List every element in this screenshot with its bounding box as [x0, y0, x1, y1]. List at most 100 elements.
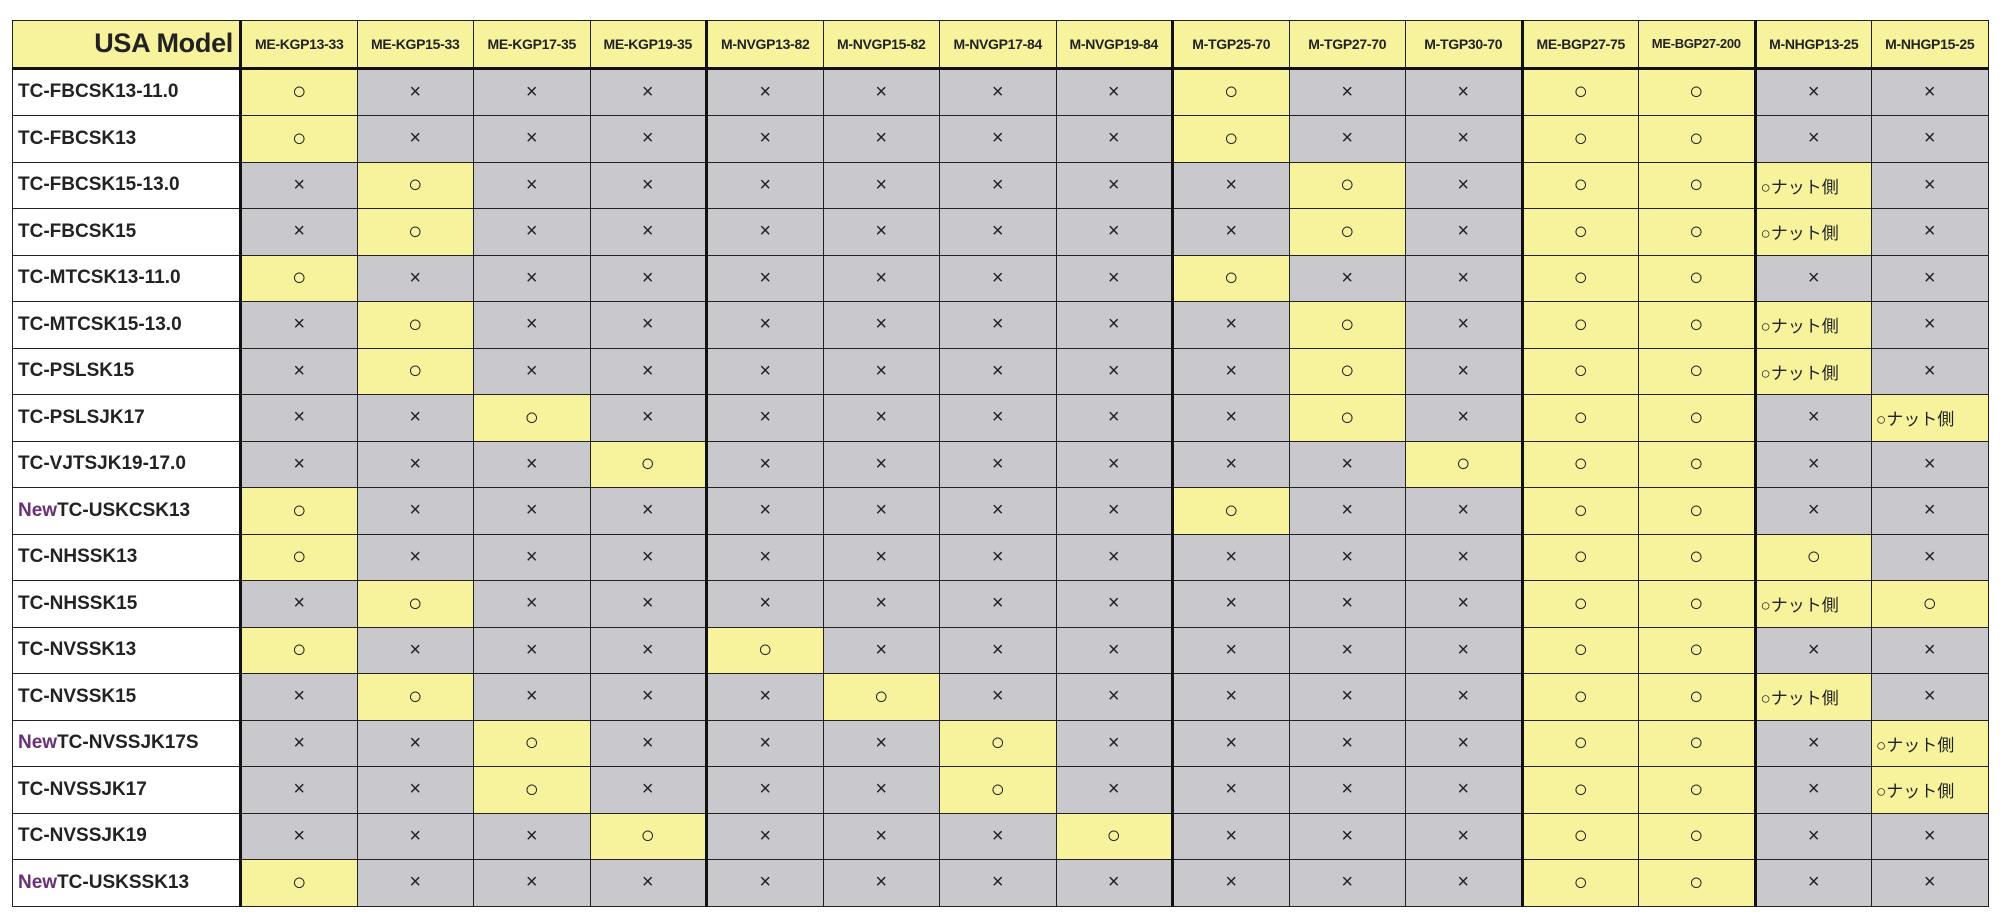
table-row: TC-FBCSK15-13.0 × ○ × × × × × × × ○ × ○ ○ ○ナット側 × — [12, 161, 1989, 209]
incompatible-cell: × — [589, 580, 707, 628]
compatible-cell: ○ — [1638, 812, 1756, 860]
incompatible-cell: × — [939, 812, 1057, 860]
model-cell: TC-NVSSK13 — [12, 626, 242, 674]
compatible-cell: ○ — [473, 394, 591, 442]
table-row: NewTC-USKSSK13 ○ × × × × × × × × × × ○ ○ × × — [12, 859, 1989, 907]
incompatible-cell: × — [240, 719, 358, 767]
compatible-cell: ○ — [1171, 115, 1290, 163]
compatible-cell: ○ — [1638, 533, 1756, 581]
incompatible-cell: × — [1871, 487, 1989, 535]
incompatible-cell: × — [356, 67, 474, 116]
incompatible-cell: × — [1055, 394, 1173, 442]
compatible-cell: ○ — [1520, 533, 1639, 581]
incompatible-cell: × — [822, 394, 940, 442]
compatible-cell: ○ — [1638, 394, 1756, 442]
incompatible-cell: × — [1171, 394, 1290, 442]
incompatible-cell: × — [1871, 115, 1989, 163]
model-cell: TC-PSLSK15 — [12, 347, 242, 395]
table-row: TC-NVSSJK19 × × × ○ × × × ○ × × × ○ ○ × × — [12, 812, 1989, 860]
compatible-cell: ○ナット側 — [1753, 347, 1872, 395]
compatible-cell: ○ — [473, 719, 591, 767]
model-name: TC-NVSSK13 — [18, 639, 137, 661]
incompatible-cell: × — [1753, 254, 1872, 302]
compatible-cell: ○ — [1055, 812, 1173, 860]
incompatible-cell: × — [473, 301, 591, 349]
incompatible-cell: × — [1288, 67, 1406, 116]
incompatible-cell: × — [705, 115, 824, 163]
compatible-cell: ○ナット側 — [1753, 673, 1872, 721]
compatibility-table-container: USA Model ME-KGP13-33 ME-KGP15-33 ME-KGP17… — [12, 20, 1989, 907]
table-row: TC-NHSSK15 × ○ × × × × × × × × × ○ ○ ○ナット側 ○ — [12, 580, 1989, 628]
compatible-cell: ○ — [939, 766, 1057, 814]
incompatible-cell: × — [473, 487, 591, 535]
incompatible-cell: × — [1055, 161, 1173, 209]
incompatible-cell: × — [705, 254, 824, 302]
compatible-cell: ○ — [1171, 254, 1290, 302]
column-header: ME-KGP17-35 — [473, 20, 591, 69]
incompatible-cell: × — [1055, 626, 1173, 674]
incompatible-cell: × — [1055, 115, 1173, 163]
incompatible-cell: × — [473, 626, 591, 674]
column-header: ME-KGP19-35 — [589, 20, 707, 69]
incompatible-cell: × — [1288, 533, 1406, 581]
incompatible-cell: × — [589, 766, 707, 814]
compatible-cell: ○ — [356, 208, 474, 256]
compatible-cell: ○ — [356, 673, 474, 721]
incompatible-cell: × — [1405, 67, 1523, 116]
model-name: TC-USKCSK13 — [57, 499, 191, 521]
incompatible-cell: × — [356, 440, 474, 488]
incompatible-cell: × — [1753, 440, 1872, 488]
incompatible-cell: × — [705, 673, 824, 721]
incompatible-cell: × — [705, 719, 824, 767]
incompatible-cell: × — [705, 440, 824, 488]
compatible-cell: ○ — [356, 347, 474, 395]
incompatible-cell: × — [589, 533, 707, 581]
compatible-cell: ○ — [240, 254, 358, 302]
table-row: TC-NVSSJK17 × × ○ × × × ○ × × × × ○ ○ × ○ナット側 — [12, 766, 1989, 814]
compatible-cell: ○ — [1288, 394, 1406, 442]
incompatible-cell: × — [1405, 161, 1523, 209]
compatible-cell: ○ — [240, 859, 358, 907]
table-row: TC-FBCSK15 × ○ × × × × × × × ○ × ○ ○ ○ナット側 × — [12, 208, 1989, 256]
compatible-cell: ○ — [1638, 67, 1756, 116]
incompatible-cell: × — [1871, 208, 1989, 256]
model-name: TC-NHSSK15 — [18, 592, 138, 614]
model-name: TC-NVSSJK17 — [18, 778, 147, 800]
incompatible-cell: × — [473, 859, 591, 907]
compatible-cell: ○ — [356, 161, 474, 209]
incompatible-cell: × — [705, 533, 824, 581]
incompatible-cell: × — [356, 812, 474, 860]
compatible-cell: ○ — [1520, 580, 1639, 628]
incompatible-cell: × — [1405, 673, 1523, 721]
incompatible-cell: × — [1871, 161, 1989, 209]
incompatible-cell: × — [822, 67, 940, 116]
incompatible-cell: × — [589, 208, 707, 256]
model-cell: TC-FBCSK15-13.0 — [12, 161, 242, 209]
table-row: NewTC-NVSSJK17S × × ○ × × × ○ × × × × ○ ○ × ○ナット側 — [12, 719, 1989, 767]
incompatible-cell: × — [1288, 719, 1406, 767]
incompatible-cell: × — [822, 347, 940, 395]
incompatible-cell: × — [1753, 115, 1872, 163]
compatible-cell: ○ — [589, 812, 707, 860]
compatible-cell: ○ — [240, 487, 358, 535]
incompatible-cell: × — [1171, 626, 1290, 674]
incompatible-cell: × — [1405, 254, 1523, 302]
model-name: TC-FBCSK13-11.0 — [18, 81, 179, 103]
incompatible-cell: × — [1055, 487, 1173, 535]
incompatible-cell: × — [1288, 254, 1406, 302]
model-name: TC-USKSSK13 — [57, 871, 190, 893]
incompatible-cell: × — [473, 533, 591, 581]
incompatible-cell: × — [939, 626, 1057, 674]
compatible-cell: ○ — [1638, 301, 1756, 349]
incompatible-cell: × — [822, 533, 940, 581]
incompatible-cell: × — [705, 347, 824, 395]
incompatible-cell: × — [240, 440, 358, 488]
compatible-cell: ○ — [1405, 440, 1523, 488]
incompatible-cell: × — [939, 673, 1057, 721]
incompatible-cell: × — [1753, 719, 1872, 767]
model-name: TC-MTCSK15-13.0 — [18, 313, 182, 335]
model-name: TC-PSLSK15 — [18, 360, 135, 382]
incompatible-cell: × — [1055, 719, 1173, 767]
incompatible-cell: × — [240, 161, 358, 209]
compatible-cell: ○ — [1520, 254, 1639, 302]
